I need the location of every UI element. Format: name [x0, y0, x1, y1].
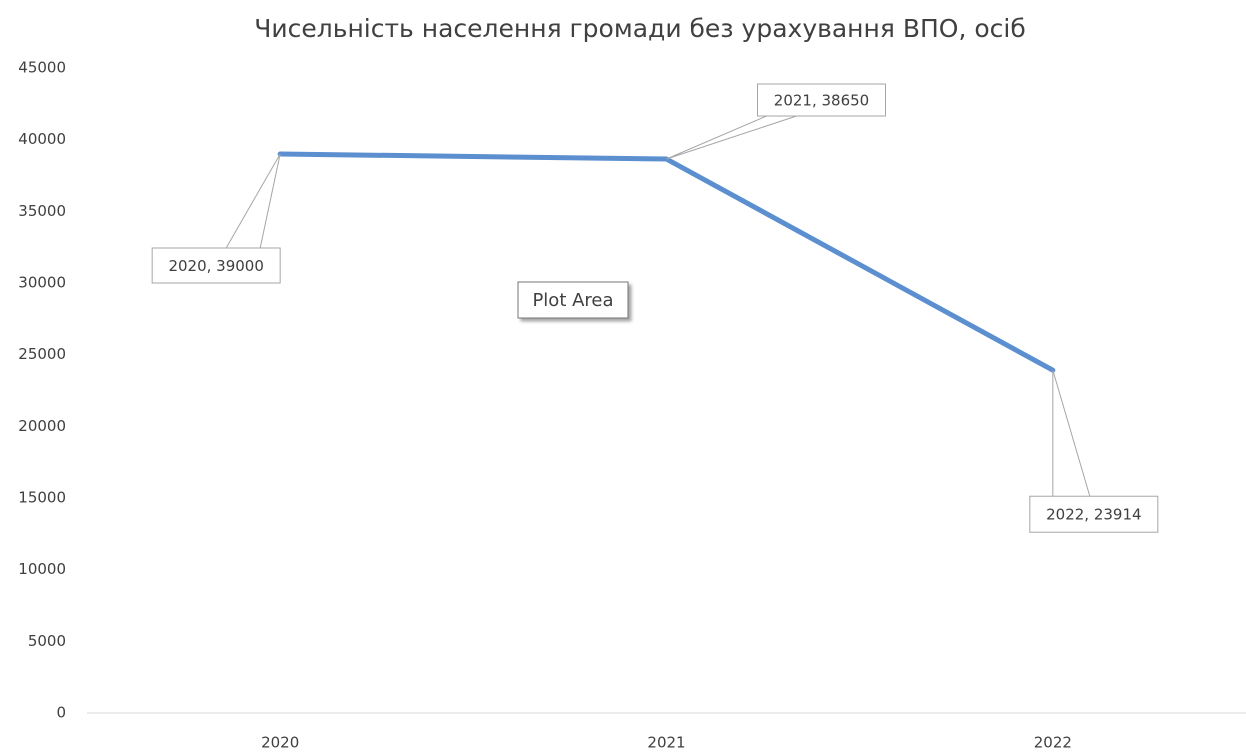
data-label-box: [1029, 495, 1159, 533]
data-label: 2022, 23914: [1046, 506, 1141, 524]
y-tick-label: 20000: [18, 417, 66, 435]
x-tick-label: 2022: [1034, 734, 1072, 752]
x-tick-label: 2020: [261, 734, 299, 752]
leader-line: [225, 153, 281, 249]
y-tick-label: 40000: [18, 130, 66, 148]
line-series: [277, 151, 1056, 373]
data-label: 2021, 38650: [774, 92, 869, 110]
y-tick-label: 10000: [18, 560, 66, 578]
leader-line: [666, 115, 767, 160]
tooltip-box: [517, 281, 629, 319]
data-label-box: [757, 83, 886, 117]
leader-line: [1052, 370, 1091, 497]
y-tick-label: 5000: [28, 632, 66, 650]
y-tick-label: 25000: [18, 345, 66, 363]
y-tick-label: 30000: [18, 274, 66, 292]
tooltip: Plot Area: [532, 290, 613, 311]
x-tick-label: 2021: [647, 734, 685, 752]
chart-title: Чисельність населення громади без урахув…: [254, 14, 1026, 43]
y-tick-label: 15000: [18, 489, 66, 507]
y-tick-label: 45000: [18, 59, 66, 77]
leader-line: [666, 115, 797, 160]
y-tick-label: 0: [56, 704, 66, 722]
leader-line: [259, 153, 281, 249]
data-label-box: [151, 247, 281, 284]
y-tick-label: 35000: [18, 202, 66, 220]
data-label: 2020, 39000: [168, 257, 263, 275]
